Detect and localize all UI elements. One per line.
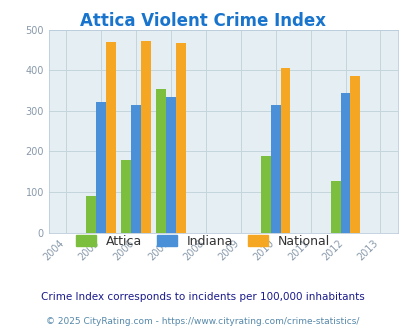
Bar <box>340 93 350 233</box>
Bar <box>260 155 270 233</box>
Bar <box>156 88 166 233</box>
Bar <box>96 102 106 233</box>
Text: Crime Index corresponds to incidents per 100,000 inhabitants: Crime Index corresponds to incidents per… <box>41 292 364 302</box>
Bar <box>175 43 185 233</box>
Bar <box>330 181 340 233</box>
Bar <box>270 105 280 233</box>
Bar <box>121 160 131 233</box>
Bar <box>106 42 115 233</box>
Bar <box>141 41 150 233</box>
Text: Attica Violent Crime Index: Attica Violent Crime Index <box>80 12 325 30</box>
Bar <box>131 105 141 233</box>
Legend: Attica, Indiana, National: Attica, Indiana, National <box>70 230 335 253</box>
Bar <box>166 97 175 233</box>
Bar <box>280 68 290 233</box>
Bar <box>350 76 359 233</box>
Bar <box>86 196 96 233</box>
Text: © 2025 CityRating.com - https://www.cityrating.com/crime-statistics/: © 2025 CityRating.com - https://www.city… <box>46 317 359 326</box>
